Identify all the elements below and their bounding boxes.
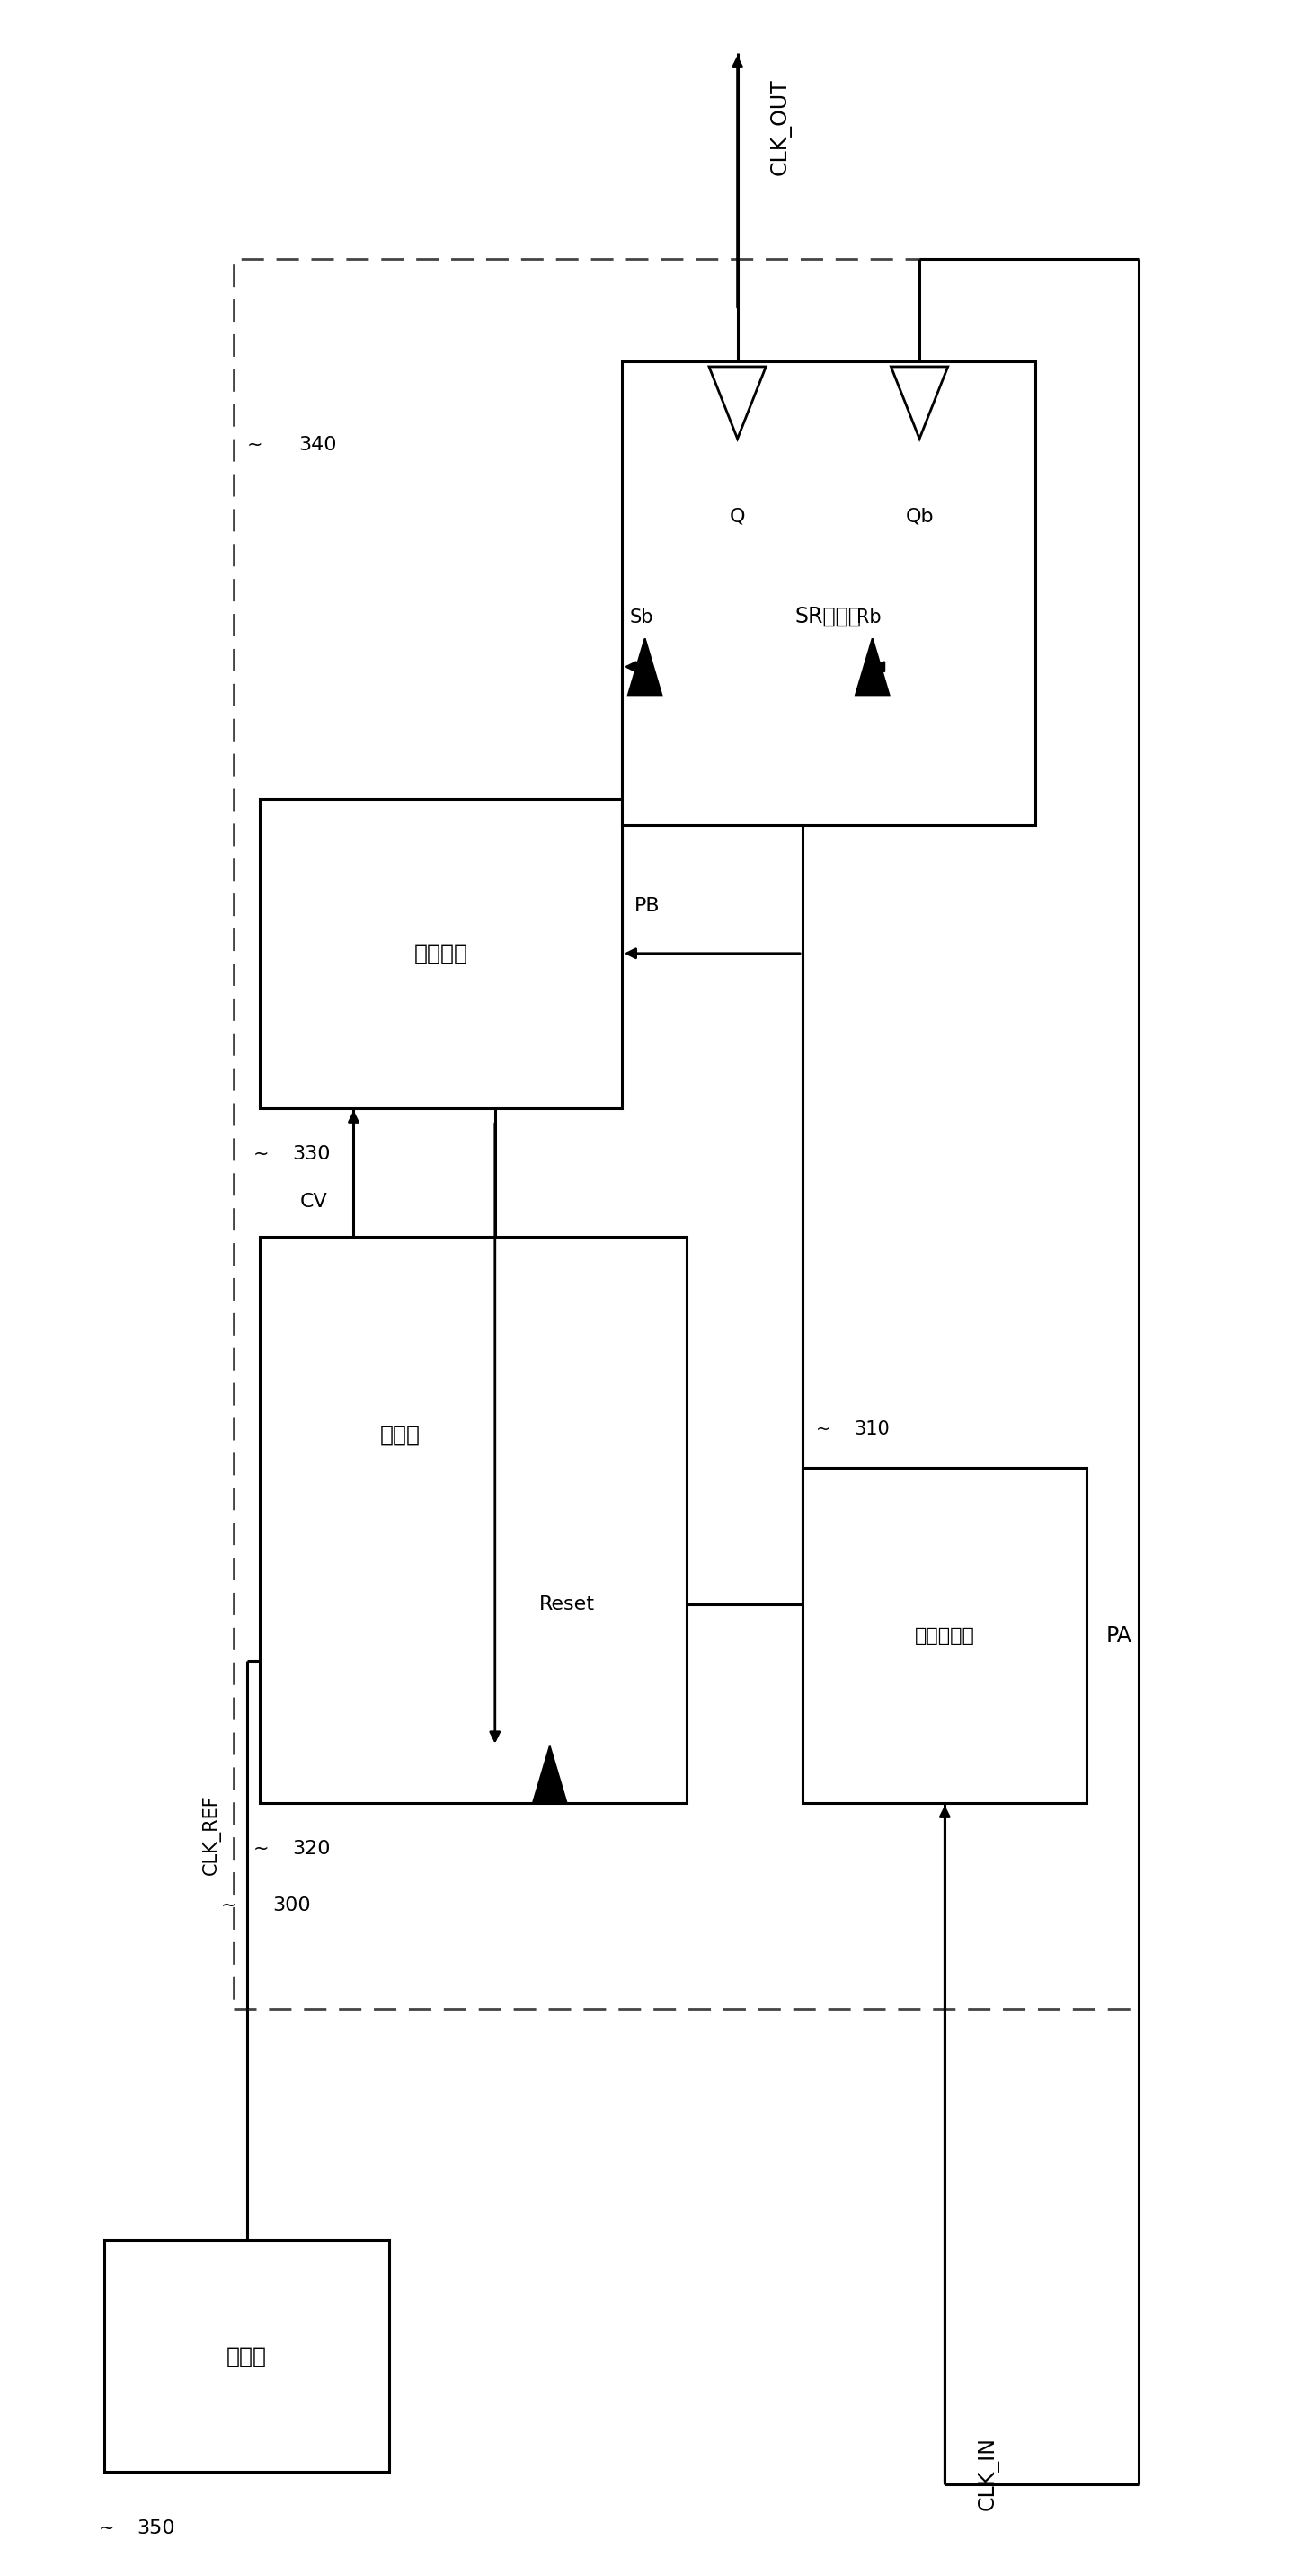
Bar (803, 1468, 1087, 1803)
Text: 300: 300 (273, 1896, 311, 1914)
Text: ~: ~ (247, 435, 263, 453)
Text: ~: ~ (98, 2519, 114, 2537)
Text: 处理单元: 处理单元 (413, 943, 467, 963)
Bar (234, 258, 1138, 2009)
Polygon shape (891, 366, 948, 438)
Text: ~: ~ (221, 1896, 237, 1914)
Text: Q: Q (729, 507, 746, 526)
Text: 振荡器: 振荡器 (227, 2344, 267, 2367)
Text: Sb: Sb (629, 608, 653, 626)
Text: 330: 330 (293, 1146, 330, 1164)
Text: CLK_IN: CLK_IN (978, 2437, 998, 2512)
Text: PB: PB (635, 896, 660, 914)
Text: 310: 310 (855, 1419, 890, 1437)
Text: ~: ~ (254, 1839, 269, 1857)
Text: CLK_REF: CLK_REF (202, 1795, 221, 1875)
Text: ~: ~ (254, 1146, 269, 1164)
Text: PA: PA (1106, 1625, 1132, 1646)
Bar (622, 361, 1035, 824)
Text: 350: 350 (137, 2519, 175, 2537)
Polygon shape (534, 1747, 567, 1803)
Text: Rb: Rb (857, 608, 882, 626)
Text: 320: 320 (293, 1839, 330, 1857)
Polygon shape (710, 366, 765, 438)
Polygon shape (856, 639, 890, 696)
Polygon shape (628, 639, 662, 696)
Text: ~: ~ (816, 1422, 830, 1437)
Text: CLK_OUT: CLK_OUT (769, 77, 791, 175)
Text: 340: 340 (299, 435, 337, 453)
Text: SR控锁器: SR控锁器 (795, 605, 861, 626)
Bar (260, 799, 622, 1108)
Bar (260, 1236, 686, 1803)
Text: Qb: Qb (905, 507, 934, 526)
Text: CV: CV (300, 1193, 328, 1211)
Text: Reset: Reset (539, 1595, 594, 1613)
Text: 脉冲产生器: 脉冲产生器 (914, 1625, 975, 1643)
Bar (105, 2241, 388, 2473)
Text: 计数器: 计数器 (381, 1425, 421, 1445)
